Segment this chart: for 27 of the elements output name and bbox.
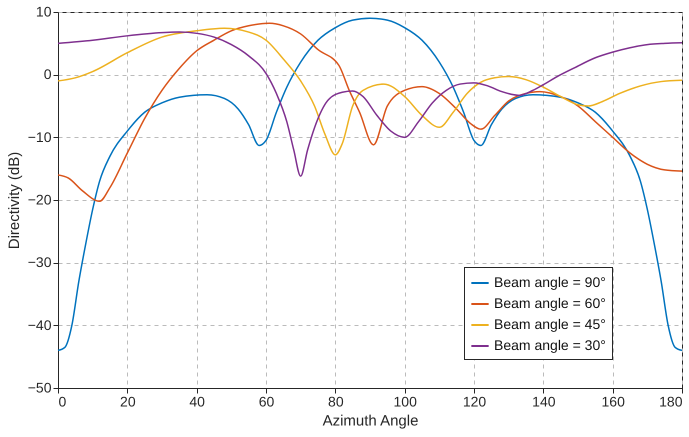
x-tick-label: 60 xyxy=(258,394,274,410)
line-series xyxy=(57,28,683,156)
line-series xyxy=(57,18,683,352)
x-tick-label: 120 xyxy=(462,394,486,410)
x-axis-title: Azimuth Angle xyxy=(322,412,418,430)
line-series xyxy=(57,22,683,202)
x-tick-label: 100 xyxy=(393,394,418,410)
y-tick-label: −50 xyxy=(28,380,52,396)
y-tick-label: −40 xyxy=(28,316,52,333)
y-tick-label: 10 xyxy=(36,4,52,20)
x-tick-label: 40 xyxy=(189,394,206,410)
line-series xyxy=(57,31,683,177)
x-tick-label: 0 xyxy=(58,394,66,410)
x-tick-label: 180 xyxy=(659,394,683,410)
y-axis-title: Directivity (dB) xyxy=(6,152,23,250)
x-tick-label: 160 xyxy=(601,394,626,410)
x-tick-label: 80 xyxy=(328,394,344,410)
x-tick-label: 20 xyxy=(120,394,136,410)
x-tick-label: 140 xyxy=(532,394,556,410)
legend-label: Beam angle = 90° xyxy=(494,274,606,290)
y-tick-label: −20 xyxy=(28,192,52,208)
legend-label: Beam angle = 60° xyxy=(494,295,606,311)
legend-label: Beam angle = 45° xyxy=(494,316,606,332)
y-tick-label: −10 xyxy=(28,128,52,145)
y-tick-label: 0 xyxy=(44,66,52,82)
legend-label: Beam angle = 30° xyxy=(494,337,606,353)
y-tick-label: −30 xyxy=(28,254,52,270)
